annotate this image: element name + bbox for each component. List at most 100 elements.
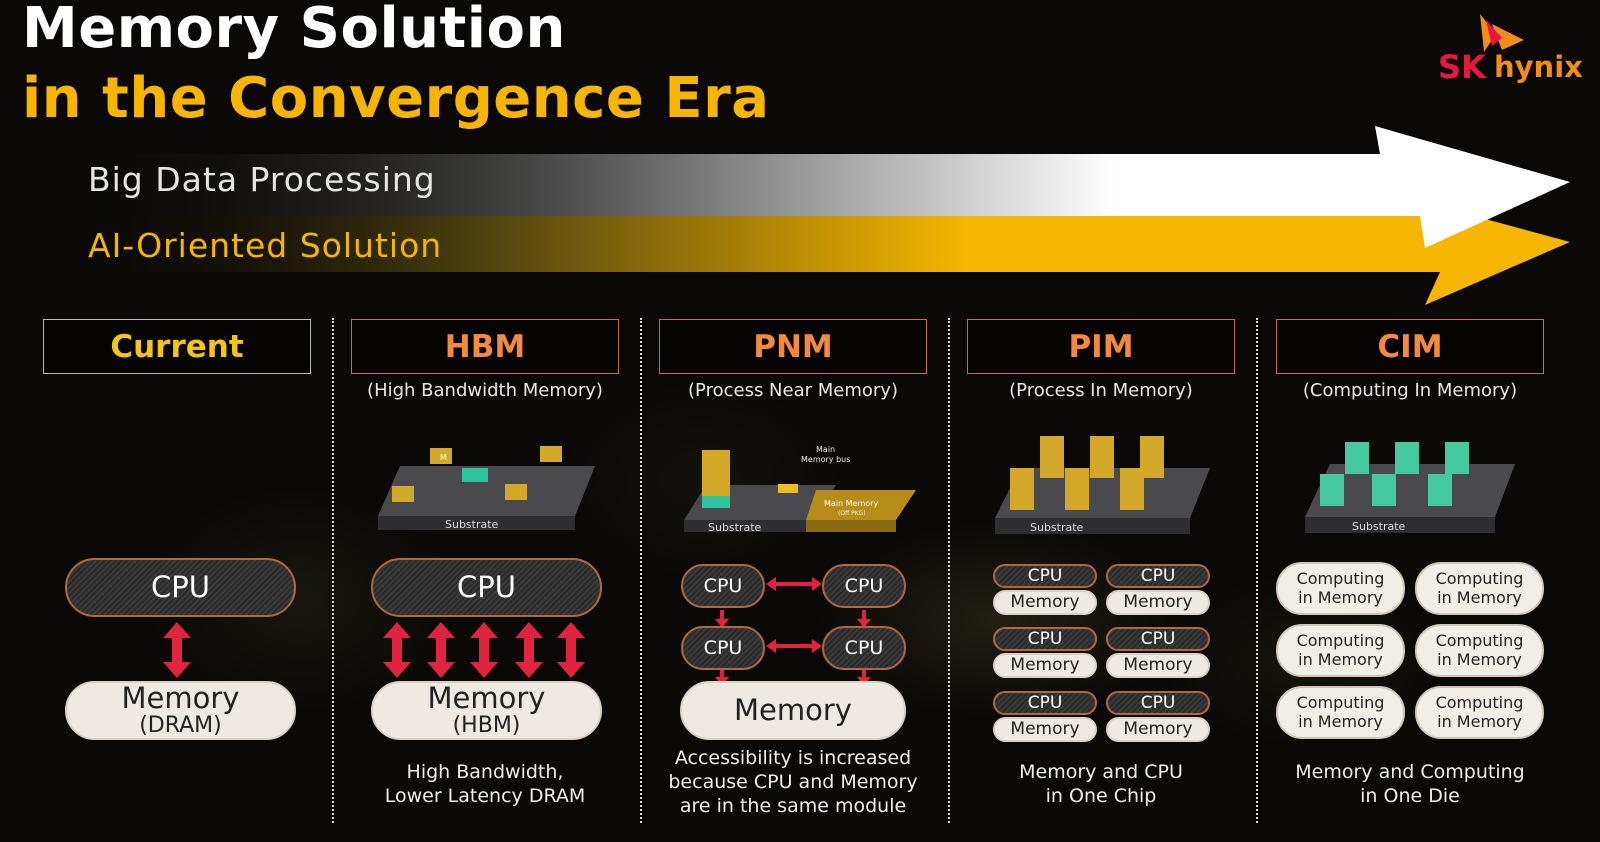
cell-label: in Memory [1437, 587, 1522, 607]
header-current: Current [43, 319, 311, 374]
cell-label: in Memory [1298, 587, 1383, 607]
hbm-package-diagram: M Substrate [378, 446, 595, 531]
title-line-2: in the Convergence Era [22, 66, 770, 131]
cim-caption: Memory and Computing in One Die [1256, 760, 1564, 808]
trend-arrows [60, 126, 1570, 305]
cpu-label: CPU [151, 570, 210, 604]
pim-package-diagram: Substrate [995, 436, 1210, 534]
caption-line: Lower Latency DRAM [384, 785, 586, 807]
pim-memory: Memory [993, 653, 1097, 678]
cell-label: Computing [1435, 569, 1524, 589]
column-divider [1256, 318, 1258, 823]
subtitle-hbm: (High Bandwidth Memory) [367, 380, 603, 401]
svg-text:Main: Main [816, 445, 835, 454]
pim-memory: Memory [993, 590, 1097, 615]
pim-cpu: CPU [993, 627, 1097, 651]
caption-line: Accessibility is increased [674, 747, 912, 769]
pim-memory: Memory [1106, 717, 1210, 742]
svg-text:Main Memory: Main Memory [824, 499, 878, 508]
wide-bus-arrows-icon [383, 622, 585, 678]
cpu-label: CPU [1140, 692, 1176, 713]
butterfly-icon [1480, 14, 1524, 52]
hbm-memory: Memory (HBM) [371, 681, 602, 740]
cpu-label: CPU [1027, 565, 1063, 586]
caption-line: High Bandwidth, [406, 761, 564, 783]
cell-label: in Memory [1437, 711, 1522, 731]
pim-cpu: CPU [993, 691, 1097, 715]
cpu-label: CPU [1140, 628, 1176, 649]
cpu-label: CPU [844, 636, 884, 659]
memory-label: Memory [1010, 592, 1080, 612]
caption-line: in One Die [1360, 785, 1460, 807]
pim-cpu: CPU [1106, 691, 1210, 715]
computing-in-memory-cell: Computing in Memory [1276, 624, 1405, 677]
subtitle-pim: (Process In Memory) [1009, 380, 1193, 401]
pnm-caption: Accessibility is increased because CPU an… [639, 746, 947, 818]
pim-memory: Memory [1106, 653, 1210, 678]
memory-label: Memory [1010, 655, 1080, 675]
pim-cpu: CPU [993, 564, 1097, 588]
computing-in-memory-cell: Computing in Memory [1415, 624, 1544, 677]
pnm-cpu-4: CPU [822, 626, 906, 670]
pnm-interconnect-arrows [715, 577, 871, 686]
cpu-label: CPU [1027, 692, 1063, 713]
pnm-cpu-1: CPU [681, 564, 765, 608]
cpu-label: CPU [703, 636, 743, 659]
memory-label: Memory [734, 693, 852, 727]
header-hbm: HBM [351, 319, 619, 374]
pnm-cpu-3: CPU [681, 626, 765, 670]
computing-in-memory-cell: Computing in Memory [1415, 562, 1544, 615]
pnm-memory: Memory [680, 681, 906, 740]
logo-sk: SK [1438, 48, 1486, 86]
cpu-label: CPU [844, 574, 884, 597]
substrate-label: Substrate [445, 518, 499, 531]
computing-in-memory-cell: Computing in Memory [1415, 686, 1544, 739]
cell-label: Computing [1296, 693, 1385, 713]
cpu-label: CPU [457, 570, 516, 604]
cell-label: Computing [1296, 631, 1385, 651]
svg-text:Memory bus: Memory bus [801, 455, 850, 464]
big-data-arrow [60, 126, 1570, 248]
memory-label: Memory [121, 681, 240, 715]
cpu-label: CPU [1140, 565, 1176, 586]
pim-cpu: CPU [1106, 564, 1210, 588]
caption-line: Memory and CPU [1019, 761, 1183, 783]
caption-line: in One Chip [1045, 785, 1157, 807]
pim-memory: Memory [993, 717, 1097, 742]
pnm-cpu-2: CPU [822, 564, 906, 608]
pim-cpu: CPU [1106, 627, 1210, 651]
ai-label: AI-Oriented Solution [88, 226, 443, 265]
svg-text:M: M [440, 453, 447, 462]
ai-arrow [60, 200, 1570, 305]
subtitle-pnm: (Process Near Memory) [688, 380, 898, 401]
memory-label: Memory [1123, 655, 1193, 675]
cell-label: in Memory [1437, 649, 1522, 669]
logo-hynix: hynix [1494, 50, 1583, 84]
column-divider [948, 318, 950, 823]
caption-line: because CPU and Memory [668, 771, 918, 793]
cpu-label: CPU [1027, 628, 1063, 649]
pnm-package-diagram: Main Memory bus Main Memory (Off PKG) Su… [684, 445, 916, 534]
substrate-label: Substrate [1030, 521, 1084, 534]
memory-label: Memory [427, 681, 546, 715]
cell-label: Computing [1435, 693, 1524, 713]
current-memory: Memory (DRAM) [65, 681, 296, 740]
pim-caption: Memory and CPU in One Chip [947, 760, 1255, 808]
cell-label: Computing [1296, 569, 1385, 589]
computing-in-memory-cell: Computing in Memory [1276, 686, 1405, 739]
cell-label: Computing [1435, 631, 1524, 651]
title-line-1: Memory Solution [22, 0, 566, 61]
memory-type: (HBM) [452, 713, 521, 738]
svg-text:(Off PKG): (Off PKG) [838, 510, 866, 517]
computing-in-memory-cell: Computing in Memory [1276, 562, 1405, 615]
memory-label: Memory [1123, 719, 1193, 739]
cell-label: in Memory [1298, 649, 1383, 669]
pim-memory: Memory [1106, 590, 1210, 615]
big-data-label: Big Data Processing [88, 160, 436, 199]
memory-label: Memory [1010, 719, 1080, 739]
header-pnm: PNM [659, 319, 927, 374]
cim-package-diagram: Substrate [1305, 442, 1515, 533]
bidirectional-arrow-icon [163, 622, 191, 678]
current-cpu: CPU [65, 558, 296, 617]
substrate-label: Substrate [1352, 520, 1406, 533]
